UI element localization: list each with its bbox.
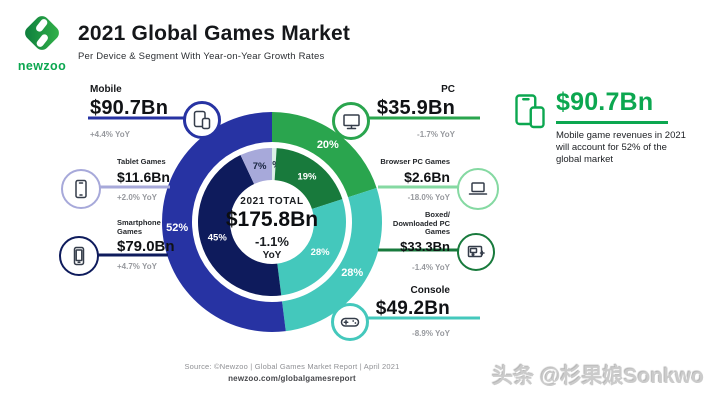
boxed-label: Boxed/ Downloaded PC Games	[392, 210, 450, 236]
center-yoy-unit: YoY	[262, 250, 282, 261]
tablet-yoy: +2.0% YoY	[117, 192, 157, 202]
donut-center-total: 2021 TOTAL $175.8Bn -1.1% YoY	[192, 196, 352, 261]
smartphone-icon	[59, 236, 99, 276]
pct-label-mobile: 52%	[166, 222, 188, 234]
console-value: $49.2Bn	[375, 298, 450, 319]
pct-label-browser-pc-games: 1%	[267, 160, 281, 171]
tablet-label: Tablet Games	[117, 157, 166, 166]
segment-browser-pc-games	[272, 148, 277, 181]
highlight-value: $90.7Bn	[556, 88, 654, 116]
segment-console	[282, 188, 382, 332]
mobile-devices-icon	[183, 101, 221, 139]
console-yoy: -8.9% YoY	[412, 329, 450, 338]
laptop-icon	[457, 168, 499, 210]
highlight-underline	[556, 121, 668, 124]
pct-label-smartphone-games: 45%	[208, 232, 228, 243]
pc-label: PC	[441, 84, 455, 95]
boxed-game-icon	[457, 233, 495, 271]
pct-label-pc: 20%	[317, 139, 339, 151]
pc-yoy: -1.7% YoY	[417, 130, 455, 139]
segment-tablet-games	[240, 148, 272, 184]
pct-label-console: 28%	[341, 267, 363, 279]
page-subtitle: Per Device & Segment With Year-on-Year G…	[78, 51, 325, 62]
browser-yoy: -18.0% YoY	[407, 192, 450, 202]
callout-pc: PC $35.9Bn -1.7% YoY	[377, 84, 455, 139]
pct-label-tablet-games: 7%	[253, 161, 267, 172]
segment-console	[277, 199, 346, 296]
page-title: 2021 Global Games Market	[78, 22, 351, 45]
tablet-value: $11.6Bn	[117, 168, 170, 185]
tablet-icon	[61, 169, 101, 209]
newzoo-logo-icon	[25, 16, 59, 50]
mobile-highlight-panel: $90.7Bn Mobile game revenues in 2021 wil…	[512, 88, 686, 166]
browser-label: Browser PC Games	[380, 157, 450, 166]
connector-lines	[88, 116, 480, 320]
browser-value: $2.6Bn	[404, 168, 450, 185]
callout-browser-pc-games: Browser PC Games $2.6Bn -18.0% YoY	[380, 157, 450, 202]
pc-value: $35.9Bn	[376, 97, 455, 119]
pc-monitor-icon	[332, 102, 370, 140]
smartphone-yoy: +4.7% YoY	[117, 262, 157, 271]
smartphone-label: Smartphone Games	[117, 218, 161, 236]
callout-mobile: Mobile $90.7Bn +4.4% YoY	[90, 84, 168, 139]
center-total-value: $175.8Bn	[225, 208, 319, 231]
source-line: Source: ©Newzoo | Global Games Market Re…	[184, 362, 400, 371]
mobile-value: $90.7Bn	[90, 97, 169, 119]
console-label: Console	[410, 285, 450, 296]
callout-tablet-games: Tablet Games $11.6Bn +2.0% YoY	[117, 157, 170, 202]
pct-label-boxed-downloaded-pc-games: 19%	[297, 171, 317, 182]
donut-rings: 20% 28% 52% 1% 19% 28% 45% 7%	[162, 112, 382, 332]
mobile-yoy: +4.4% YoY	[90, 130, 130, 139]
mobile-devices-green-icon	[512, 92, 548, 137]
callout-smartphone-games: Smartphone Games $79.0Bn +4.7% YoY	[117, 218, 179, 271]
watermark: 头条 @杉果娘Sonkwo	[492, 365, 704, 388]
smartphone-value: $79.0Bn	[117, 238, 175, 255]
footer: Source: ©Newzoo | Global Games Market Re…	[92, 362, 492, 383]
boxed-yoy: -1.4% YoY	[412, 262, 450, 272]
boxed-value: $33.3Bn	[400, 238, 450, 254]
segment-pc	[272, 112, 377, 198]
segment-smartphone-games	[198, 155, 282, 296]
newzoo-logo: newzoo	[14, 10, 70, 73]
callout-boxed-pc-games: Boxed/ Downloaded PC Games $33.3Bn -1.4%…	[386, 210, 450, 272]
pct-label-console: 28%	[311, 247, 331, 258]
highlight-text: Mobile game revenues in 2021 will accoun…	[556, 130, 686, 165]
header: 2021 Global Games Market Per Device & Se…	[78, 22, 350, 62]
gamepad-icon	[331, 303, 369, 341]
report-url: newzoo.com/globalgamesreport	[228, 374, 356, 383]
segment-mobile	[162, 112, 286, 332]
segment-boxed-downloaded-pc-games	[274, 148, 343, 210]
center-caption: 2021 TOTAL	[240, 196, 304, 207]
mobile-label: Mobile	[90, 84, 122, 95]
newzoo-wordmark: newzoo	[17, 59, 67, 73]
center-yoy-value: -1.1%	[255, 234, 289, 249]
callout-console: Console $49.2Bn -8.9% YoY	[376, 285, 450, 338]
